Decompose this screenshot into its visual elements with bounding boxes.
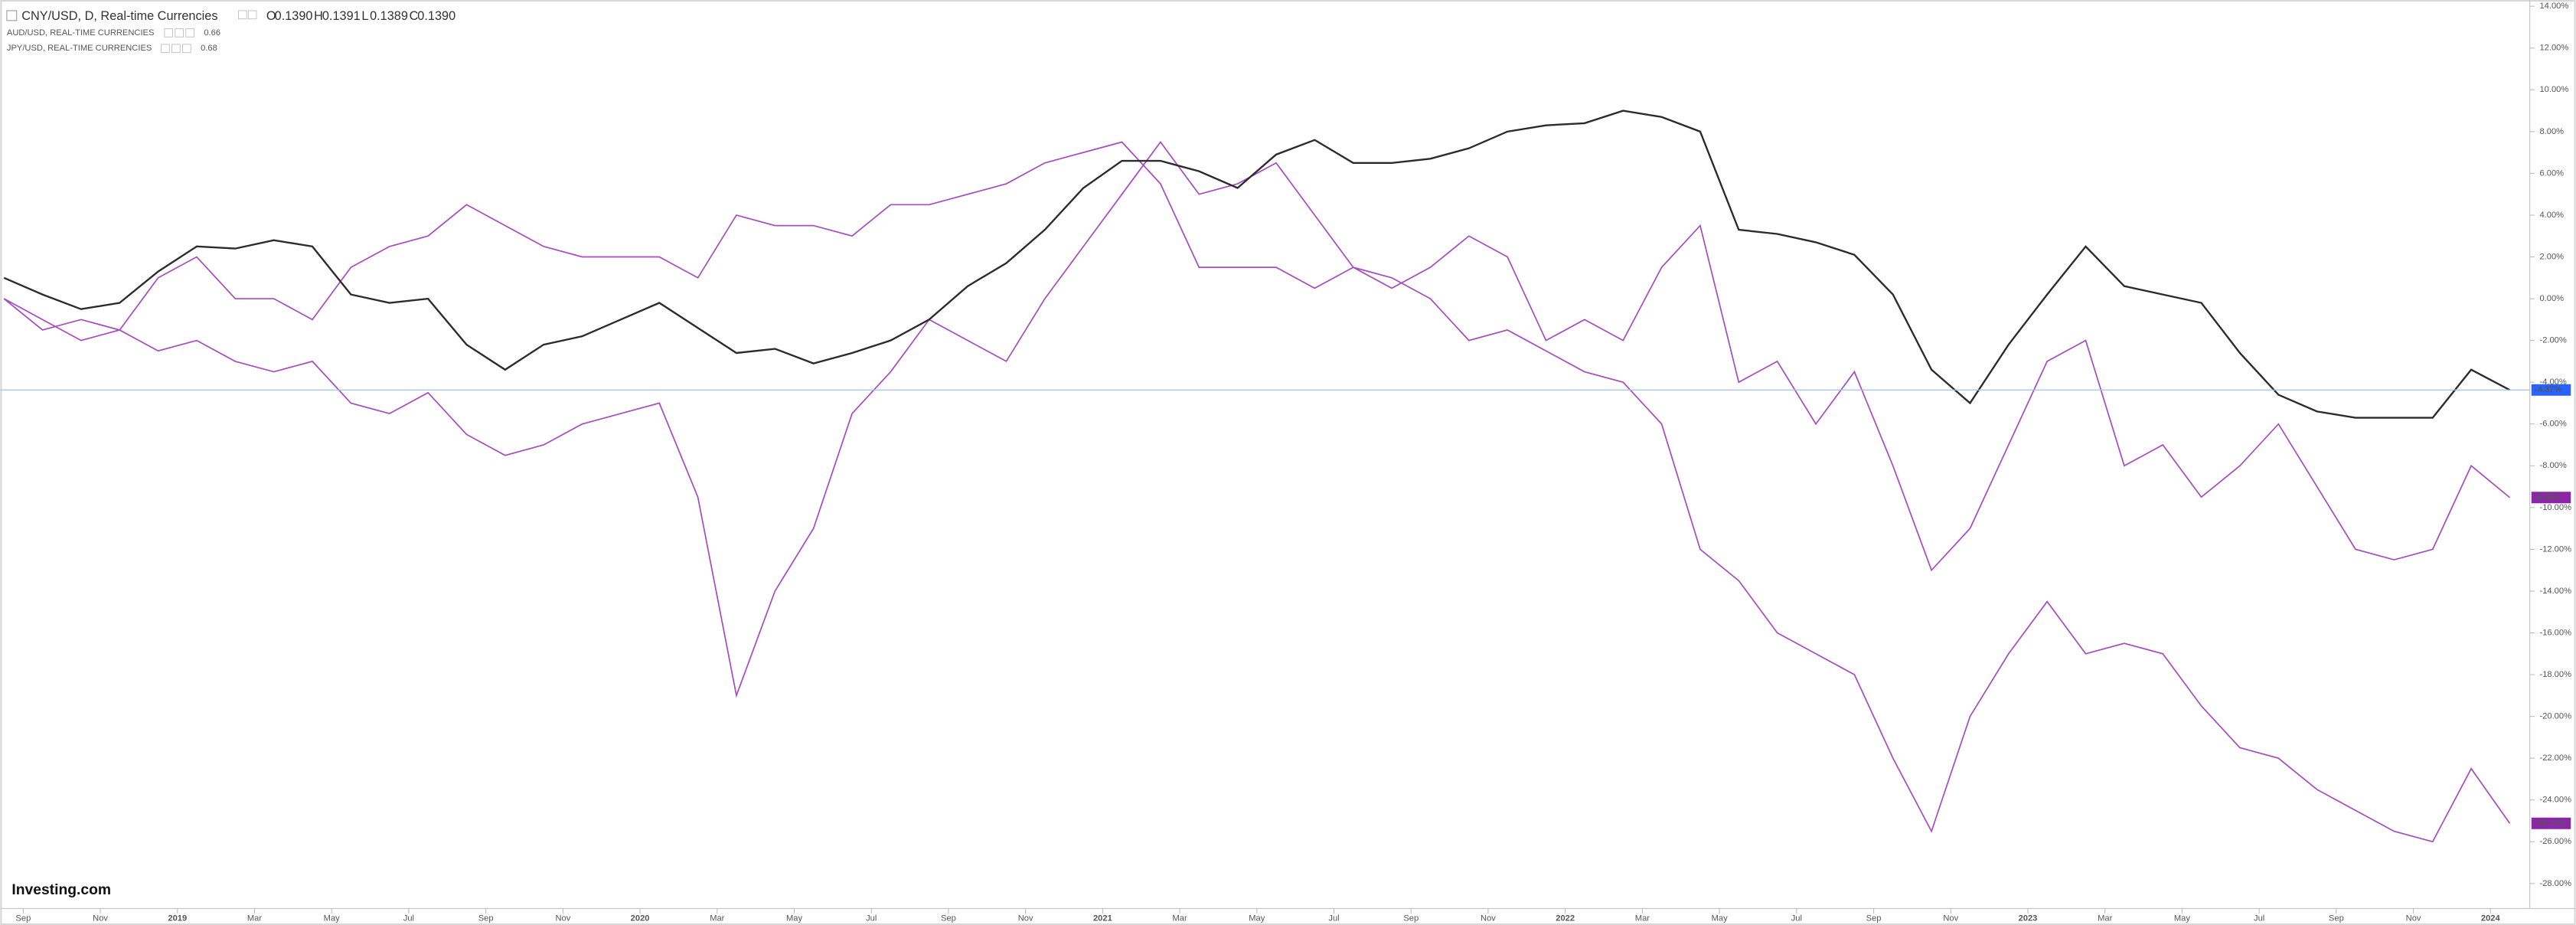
x-tick-label: May — [2174, 914, 2190, 923]
x-tick-label: Nov — [1481, 914, 1496, 923]
x-tick-label: Jul — [403, 914, 414, 923]
ohlc-name: O — [266, 9, 276, 23]
y-tick-label: 12.00% — [2539, 44, 2568, 53]
y-tick-label: -12.00% — [2539, 544, 2571, 554]
x-tick-label: Sep — [1403, 914, 1419, 923]
x-tick-label: Sep — [1866, 914, 1882, 923]
y-tick-label: -10.00% — [2539, 503, 2571, 512]
legend-icon — [171, 44, 181, 54]
y-tick-label: 0.00% — [2539, 294, 2564, 303]
ohlc-name: C — [410, 9, 419, 23]
x-tick-label: 2024 — [2481, 914, 2501, 923]
last-value-label: -4.37% — [2535, 385, 2561, 394]
x-tick-label: Sep — [2329, 914, 2344, 923]
legend-icon — [182, 44, 191, 54]
legend-icon — [175, 28, 184, 38]
y-tick-label: 8.00% — [2539, 127, 2564, 136]
x-tick-label: Nov — [555, 914, 570, 923]
x-tick-label: Sep — [478, 914, 494, 923]
x-tick-label: Jul — [866, 914, 877, 923]
series-line — [3, 109, 2511, 419]
x-tick-label: May — [786, 914, 802, 923]
x-tick-label: Jul — [1791, 914, 1802, 923]
last-value-tag — [2531, 817, 2571, 829]
legend-name: JPY/USD, REAL-TIME CURRENCIES — [7, 44, 152, 53]
y-tick-label: 6.00% — [2539, 168, 2564, 178]
y-tick-label: -26.00% — [2539, 837, 2571, 846]
ohlc-value: 0.1389 — [370, 9, 408, 23]
x-tick-label: 2019 — [168, 914, 187, 923]
x-tick-label: 2022 — [1556, 914, 1575, 923]
ohlc-name: L — [361, 9, 368, 23]
last-value-label: -25.12% — [2535, 819, 2567, 828]
x-tick-label: 2023 — [2019, 914, 2038, 923]
x-tick-label: 2021 — [1093, 914, 1112, 923]
y-tick-label: -20.00% — [2539, 712, 2571, 721]
x-tick-label: Sep — [941, 914, 956, 923]
x-tick-label: Nov — [1943, 914, 1958, 923]
ohlc: O0.1390 H0.1391 L 0.1389 C0.1390 — [238, 9, 455, 23]
last-value-label: -9.52% — [2535, 493, 2561, 502]
legend-value: 0.68 — [201, 44, 217, 53]
series-line — [3, 141, 2511, 698]
x-tick-label: Jul — [1328, 914, 1339, 923]
logo: Investing.com — [11, 882, 111, 898]
last-value-tag — [2531, 492, 2571, 504]
y-tick-label: -14.00% — [2539, 587, 2571, 596]
x-tick-label: Mar — [247, 914, 262, 923]
x-tick-label: Nov — [2406, 914, 2421, 923]
main-title: CNY/USD, D, Real-time Currencies — [21, 9, 217, 23]
ohlc-name: H — [314, 9, 323, 23]
collapse-icon[interactable] — [6, 10, 18, 21]
y-tick-label: 10.00% — [2539, 85, 2568, 94]
x-tick-label: Sep — [15, 914, 31, 923]
x-tick-label: Mar — [710, 914, 724, 923]
y-tick-label: -6.00% — [2539, 420, 2566, 429]
y-tick-label: -22.00% — [2539, 753, 2571, 763]
series-line — [3, 141, 2511, 843]
legend: AUD/USD, REAL-TIME CURRENCIES 0.66 JPY/USD… — [7, 28, 220, 53]
ohlc-value: 0.1391 — [322, 9, 361, 23]
x-tick-label: Nov — [93, 914, 108, 923]
y-tick-label: -2.00% — [2539, 336, 2566, 345]
x-tick-label: 2020 — [631, 914, 650, 923]
legend-name: AUD/USD, REAL-TIME CURRENCIES — [7, 28, 155, 38]
y-tick-label: -18.00% — [2539, 670, 2571, 679]
y-tick-label: 14.00% — [2539, 2, 2568, 11]
header-icon — [238, 10, 247, 20]
y-tick-label: 4.00% — [2539, 211, 2564, 220]
ohlc-value: 0.1390 — [417, 9, 455, 23]
y-tick-label: -24.00% — [2539, 796, 2571, 805]
x-tick-label: May — [1249, 914, 1265, 923]
legend-icon — [161, 44, 170, 54]
last-value-tag — [2531, 384, 2571, 396]
x-tick-label: May — [1712, 914, 1728, 923]
header-icon — [247, 10, 257, 20]
x-tick-label: Mar — [1173, 914, 1187, 923]
x-tick-label: Mar — [2098, 914, 2112, 923]
legend-icon — [185, 28, 194, 38]
x-tick-label: Nov — [1018, 914, 1033, 923]
y-tick-label: 2.00% — [2539, 252, 2564, 261]
x-tick-label: Mar — [1635, 914, 1650, 923]
y-tick-label: -16.00% — [2539, 628, 2571, 637]
y-tick-label: -8.00% — [2539, 461, 2566, 470]
legend-icon — [164, 28, 174, 38]
y-tick-label: -28.00% — [2539, 879, 2571, 888]
x-tick-label: Jul — [2254, 914, 2264, 923]
ohlc-value: 0.1390 — [275, 9, 313, 23]
legend-value: 0.66 — [204, 28, 220, 38]
x-tick-label: May — [324, 914, 340, 923]
plot-area — [3, 109, 2511, 843]
